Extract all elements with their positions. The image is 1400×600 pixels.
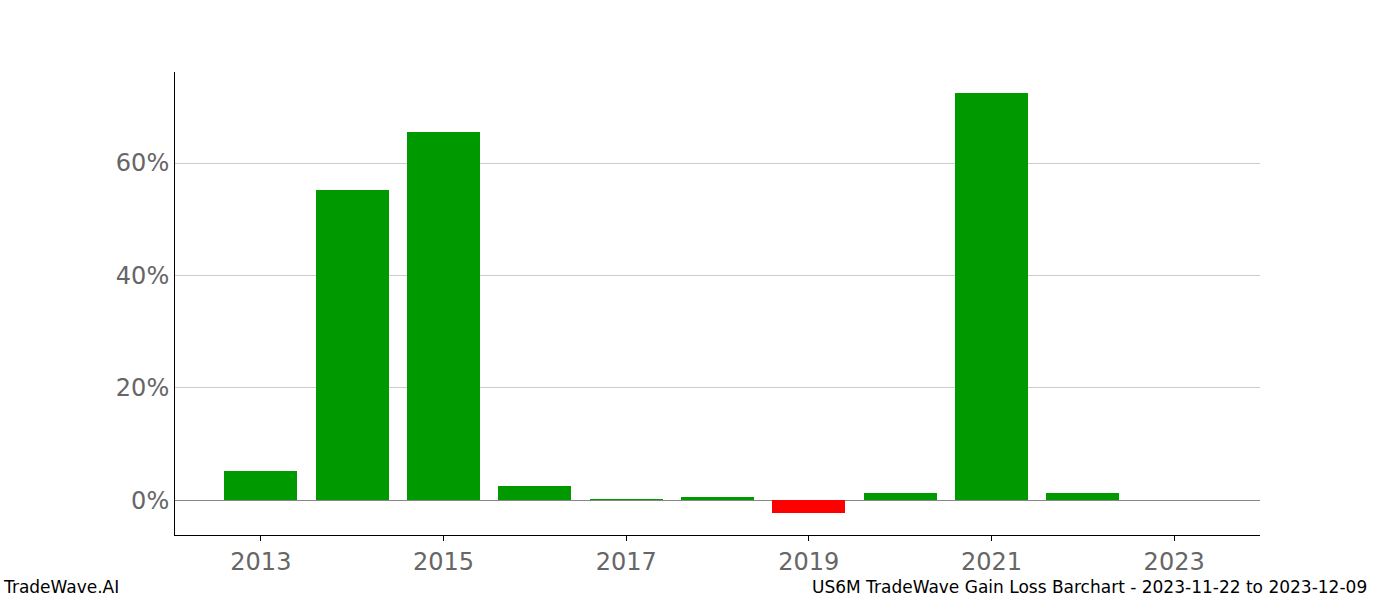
svg-text:2015: 2015 [413,548,474,576]
svg-text:2019: 2019 [778,548,839,576]
svg-text:2013: 2013 [230,548,291,576]
svg-text:US6M TradeWave Gain Loss Barch: US6M TradeWave Gain Loss Barchart - 2023… [812,577,1367,597]
svg-text:60%: 60% [116,149,169,177]
svg-text:20%: 20% [116,374,169,402]
svg-text:0%: 0% [131,487,169,515]
svg-text:2021: 2021 [961,548,1022,576]
svg-text:2023: 2023 [1144,548,1205,576]
svg-text:40%: 40% [116,262,169,290]
svg-text:TradeWave.AI: TradeWave.AI [3,577,119,597]
svg-text:2017: 2017 [596,548,657,576]
